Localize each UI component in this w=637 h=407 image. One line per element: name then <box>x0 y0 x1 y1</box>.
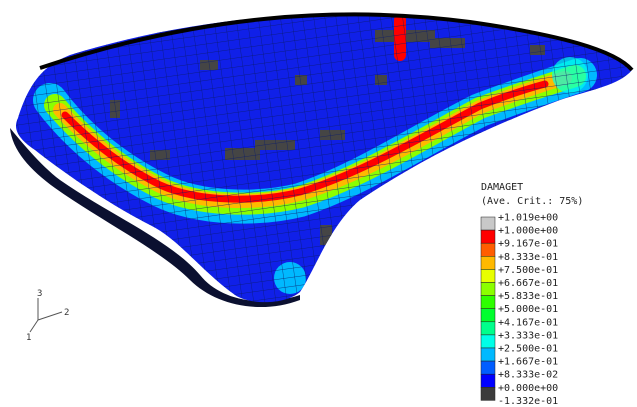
legend-label: +6.667e-01 <box>498 278 558 289</box>
legend-label: +1.667e-01 <box>498 357 558 368</box>
contour-plot: 3 2 1 DAMAGET (Ave. Crit.: 75%) +1.019e+… <box>0 0 637 407</box>
triad: 3 2 1 <box>26 289 69 343</box>
legend-swatch <box>481 374 495 387</box>
legend-swatch <box>481 296 495 309</box>
legend-label: -1.332e-01 <box>498 396 558 407</box>
legend-label: +2.500e-01 <box>498 344 558 355</box>
legend-swatch <box>481 283 495 296</box>
legend-swatch <box>481 243 495 256</box>
legend-label: +7.500e-01 <box>498 265 558 276</box>
legend-label: +5.000e-01 <box>498 304 558 315</box>
legend-label: +5.833e-01 <box>498 291 558 302</box>
legend-swatch <box>481 348 495 361</box>
legend-swatch <box>481 335 495 348</box>
legend-label: +3.333e-01 <box>498 330 558 341</box>
legend: DAMAGET (Ave. Crit.: 75%) +1.019e+00 +1.0… <box>481 182 583 407</box>
legend-swatch <box>481 322 495 335</box>
legend-swatch <box>481 309 495 322</box>
legend-label: +1.000e+00 <box>498 226 558 237</box>
legend-label: +8.333e-01 <box>498 252 558 263</box>
triad-label: 3 <box>37 289 42 299</box>
legend-swatch <box>481 269 495 282</box>
triad-axis <box>38 312 62 320</box>
legend-swatch <box>481 230 495 243</box>
legend-swatch <box>481 256 495 269</box>
triad-axis <box>30 320 38 332</box>
legend-label: +4.167e-01 <box>498 317 558 328</box>
legend-subtitle: (Ave. Crit.: 75%) <box>481 196 583 207</box>
legend-swatch <box>481 387 495 400</box>
legend-label: +9.167e-01 <box>498 239 558 250</box>
legend-label: +8.333e-02 <box>498 370 558 381</box>
legend-swatch <box>481 217 495 230</box>
legend-label: +1.019e+00 <box>498 213 558 224</box>
triad-label: 1 <box>26 333 31 343</box>
viewport: 3 2 1 DAMAGET (Ave. Crit.: 75%) +1.019e+… <box>0 0 637 407</box>
triad-label: 2 <box>64 308 69 318</box>
legend-label: +0.000e+00 <box>498 383 558 394</box>
legend-swatch <box>481 361 495 374</box>
legend-title: DAMAGET <box>481 182 523 193</box>
